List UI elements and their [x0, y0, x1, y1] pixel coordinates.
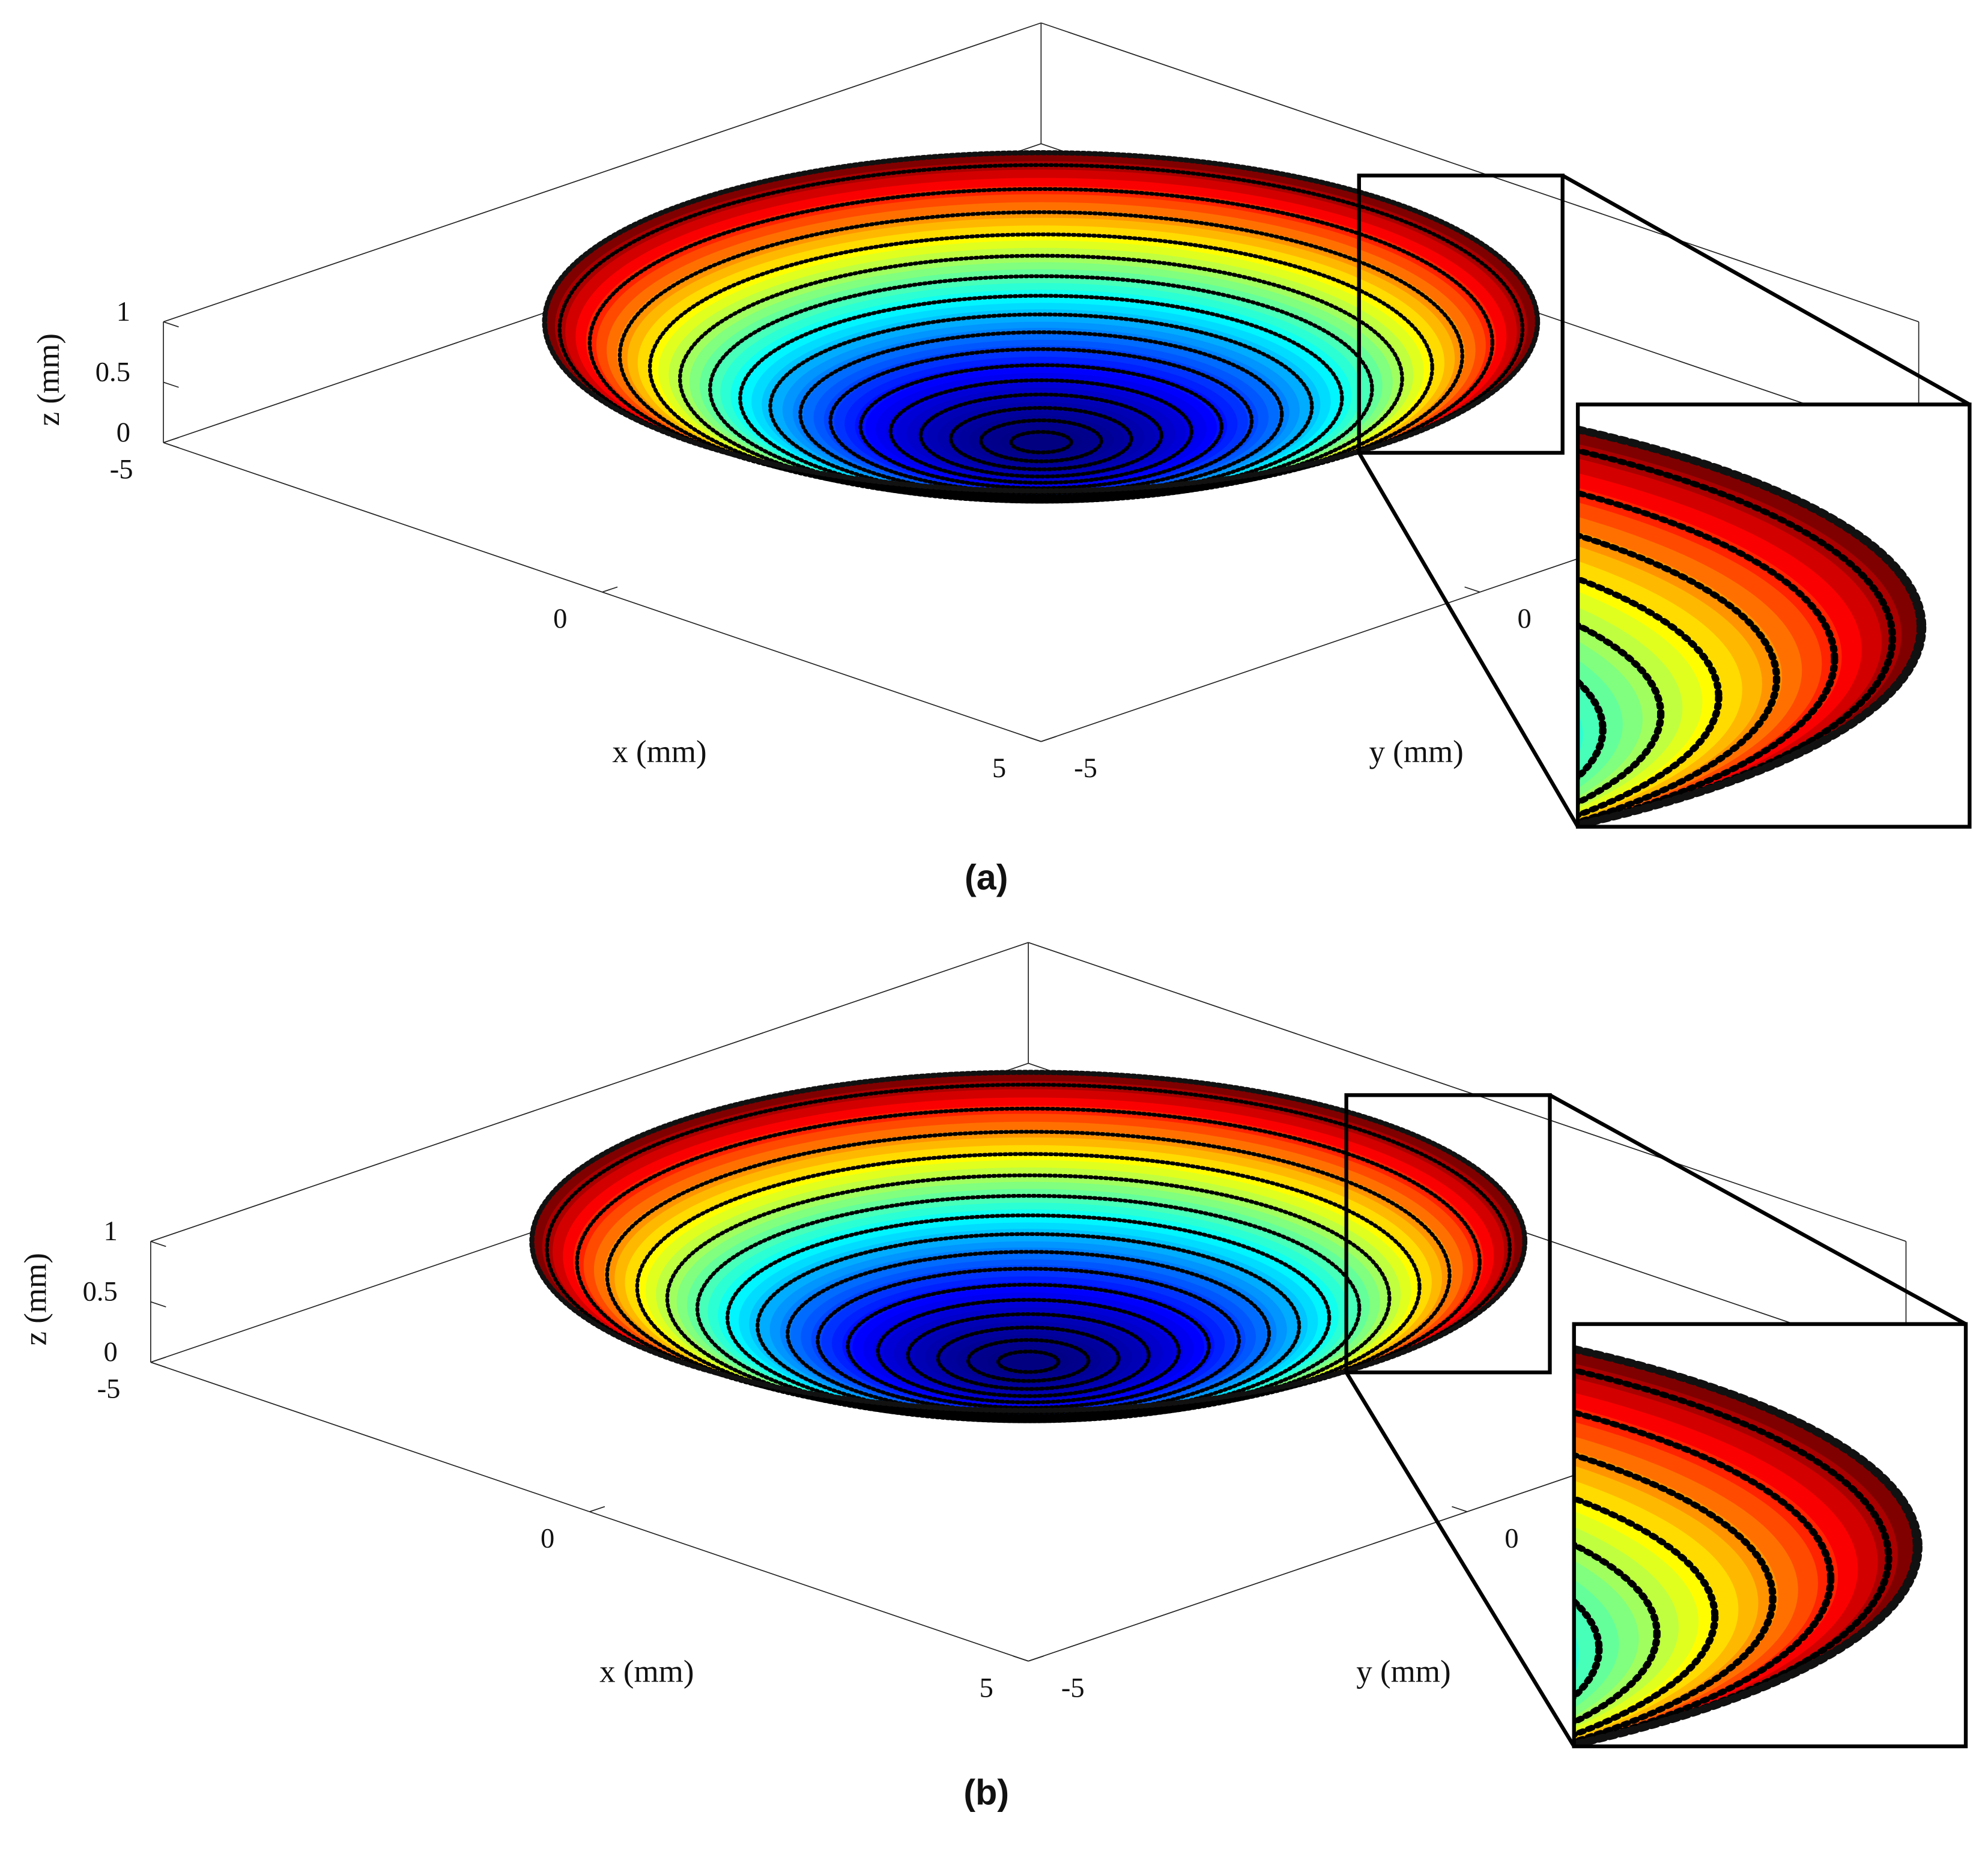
axis-line [1028, 942, 1906, 1242]
z-axis-label: z (mm) [31, 333, 66, 426]
surface [529, 1070, 1528, 1423]
axis-line [163, 22, 1041, 323]
y-axis-label: y (mm) [1356, 1654, 1450, 1689]
zoom-inset-box [1572, 1322, 1968, 1748]
x-tick [602, 586, 618, 593]
x-axis-label: x (mm) [599, 1654, 694, 1689]
contour-points [948, 405, 1133, 471]
contour-points [798, 330, 1284, 498]
z-tick [163, 381, 179, 388]
contour-points [978, 418, 1103, 464]
surface [542, 150, 1541, 504]
z-tick [163, 321, 179, 328]
zoom-inset [1578, 404, 1970, 901]
contour-points [846, 1283, 1211, 1410]
y-tick [1464, 586, 1480, 593]
contour-points [1009, 430, 1073, 455]
z-tick-label: 0.5 [83, 1276, 118, 1307]
zoom-connector [1357, 452, 1580, 828]
axis-line [150, 942, 1029, 1242]
contour-points [906, 1312, 1151, 1398]
z-tick-label: 1 [117, 296, 130, 327]
rim-points [529, 1070, 1528, 1413]
x-tick [1028, 1655, 1044, 1662]
zoom-inset [1574, 1289, 1966, 1746]
z-tick-label: 1 [104, 1216, 118, 1247]
contour-points [876, 1298, 1181, 1405]
panel: -5 0 5 -5 0 0 0.5 1 x (mm) y (mm) z (mm) (b) [19, 942, 1968, 1813]
z-axis-label: z (mm) [19, 1253, 53, 1345]
x-tick-label: 5 [980, 1672, 993, 1703]
contour-points [918, 392, 1163, 479]
zoom-connector [1344, 1371, 1576, 1748]
contour-points [936, 1325, 1121, 1391]
x-tick [150, 1356, 166, 1363]
x-tick-label: 0 [541, 1522, 554, 1554]
y-tick [1025, 736, 1041, 742]
y-tick [1013, 1655, 1029, 1662]
z-tick [163, 442, 179, 449]
surface-band [1031, 439, 1052, 446]
z-tick [150, 1241, 166, 1247]
panel-label: (b) [963, 1772, 1009, 1813]
y-tick-label: 0 [1505, 1522, 1518, 1554]
zoom-inset-box [1575, 402, 1972, 829]
y-tick-label: 0 [1517, 603, 1531, 634]
z-tick-label: 0.5 [95, 356, 130, 387]
x-tick-label: -5 [97, 1374, 121, 1405]
contour-points [996, 1350, 1061, 1374]
zoom-source-box [1344, 1093, 1552, 1375]
zoom-connector [1562, 174, 1971, 407]
x-tick-label: 0 [553, 603, 567, 634]
y-tick [1452, 1506, 1468, 1512]
z-tick [150, 1301, 166, 1307]
panel-label: (a) [965, 857, 1008, 897]
contour-points [858, 363, 1224, 490]
y-tick-label: -5 [1074, 753, 1097, 784]
zoom-connector [1548, 1093, 1967, 1326]
zoom-source-box [1357, 174, 1565, 455]
panel: -5 0 5 -5 0 0 0.5 1 x (mm) y (mm) z (mm) (a) [31, 22, 1972, 901]
contour-points [966, 1337, 1091, 1383]
x-tick-label: -5 [110, 453, 133, 485]
contour-points [768, 312, 1314, 501]
surface-band [1017, 1359, 1039, 1366]
axis-line [1041, 22, 1919, 323]
z-tick-label: 0 [117, 417, 130, 448]
x-tick [589, 1506, 605, 1512]
x-tick [163, 437, 179, 443]
z-tick-label: 0 [104, 1336, 118, 1368]
x-axis-label: x (mm) [612, 735, 706, 769]
x-tick [1041, 736, 1057, 742]
contour-points [888, 378, 1194, 485]
contour-points [786, 1250, 1271, 1418]
x-tick-label: 5 [992, 753, 1006, 784]
z-tick [150, 1362, 166, 1368]
contour-points [756, 1232, 1302, 1421]
rim-points [542, 150, 1541, 494]
y-axis-label: y (mm) [1369, 735, 1463, 769]
y-tick-label: -5 [1061, 1672, 1085, 1703]
